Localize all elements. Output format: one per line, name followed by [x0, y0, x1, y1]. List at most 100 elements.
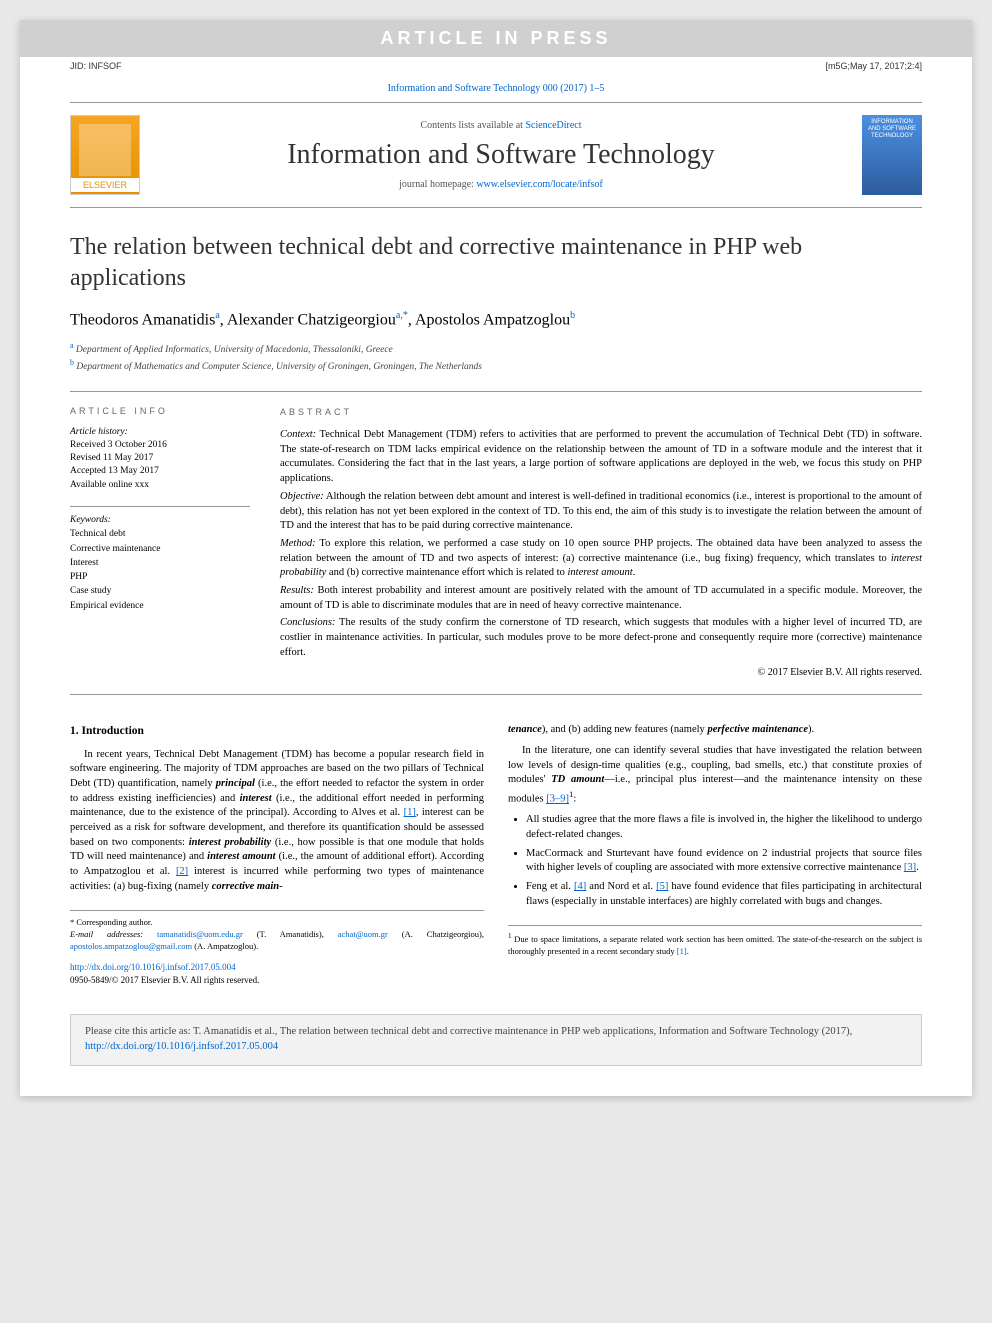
ref-2-link[interactable]: [2]	[176, 866, 188, 877]
abstract-method: Method: To explore this relation, we per…	[280, 537, 922, 581]
citation-box: Please cite this article as: T. Amanatid…	[70, 1014, 922, 1065]
b2-b: .	[916, 862, 919, 873]
ref-3-9-link[interactable]: [3–9]	[546, 794, 569, 805]
abstract-results: Results: Both interest probability and i…	[280, 584, 922, 613]
b2-a: MacCormack and Sturtevant have found evi…	[526, 848, 922, 874]
objective-text: Although the relation between debt amoun…	[280, 491, 922, 531]
keyword-0: Technical debt	[70, 527, 250, 541]
homepage-prefix: journal homepage:	[399, 179, 476, 190]
author-3-aff[interactable]: b	[570, 310, 575, 321]
fn1-end: .	[687, 946, 689, 956]
keywords-label: Keywords:	[70, 513, 250, 527]
email-2-name: (A. Chatzigeorgiou),	[388, 929, 484, 939]
citation-doi-link[interactable]: http://dx.doi.org/10.1016/j.infsof.2017.…	[85, 1041, 278, 1052]
method-it2: interest amount	[567, 567, 632, 578]
intro-paragraph-1: In recent years, Technical Debt Manageme…	[70, 748, 484, 895]
stamp: [m5G;May 17, 2017;2:4]	[825, 61, 922, 71]
article-info-column: ARTICLE INFO Article history: Received 3…	[70, 406, 250, 681]
contents-prefix: Contents lists available at	[420, 120, 525, 131]
fn1-ref-link[interactable]: [1]	[677, 946, 687, 956]
email-3-name: (A. Ampatzoglou).	[192, 941, 258, 951]
email-3-link[interactable]: apostolos.ampatzoglou@gmail.com	[70, 941, 192, 951]
email-addresses: E-mail addresses: tamanatidis@uom.edu.gr…	[70, 929, 484, 953]
abstract-heading: ABSTRACT	[280, 406, 922, 419]
section-1-heading: 1. Introduction	[70, 723, 484, 739]
email-1-name: (T. Amanatidis),	[243, 929, 338, 939]
info-abstract-row: ARTICLE INFO Article history: Received 3…	[70, 391, 922, 696]
info-divider	[70, 506, 250, 507]
jid: JID: INFSOF	[70, 61, 122, 71]
article-info-heading: ARTICLE INFO	[70, 406, 250, 416]
results-text: Both interest probability and interest a…	[280, 585, 922, 611]
context-label: Context:	[280, 429, 316, 440]
doi-block: http://dx.doi.org/10.1016/j.infsof.2017.…	[70, 961, 484, 986]
abstract-column: ABSTRACT Context: Technical Debt Managem…	[280, 406, 922, 681]
bullet-3: Feng et al. [4] and Nord et al. [5] have…	[526, 880, 922, 909]
citation-text: Please cite this article as: T. Amanatid…	[85, 1026, 852, 1037]
issn-line: 0950-5849/© 2017 Elsevier B.V. All right…	[70, 974, 484, 987]
elsevier-logo-text: ELSEVIER	[71, 178, 139, 192]
cont-tenance: tenance	[508, 724, 542, 735]
ref-1-link[interactable]: [1]	[404, 807, 416, 818]
keyword-5: Empirical evidence	[70, 599, 250, 613]
keywords-block: Keywords: Technical debt Corrective main…	[70, 513, 250, 613]
homepage-link[interactable]: www.elsevier.com/locate/infsof	[476, 179, 603, 190]
intro-paragraph-1-cont: tenance), and (b) adding new features (n…	[508, 723, 922, 738]
abstract-context: Context: Technical Debt Management (TDM)…	[280, 428, 922, 487]
journal-name: Information and Software Technology	[156, 139, 846, 171]
ref-5-link[interactable]: [5]	[656, 881, 668, 892]
body-column-left: 1. Introduction In recent years, Technic…	[70, 723, 484, 986]
body-columns: 1. Introduction In recent years, Technic…	[70, 723, 922, 986]
history-label: Article history:	[70, 426, 250, 439]
article-in-press-watermark: ARTICLE IN PRESS	[20, 20, 972, 57]
sciencedirect-link[interactable]: ScienceDirect	[525, 120, 581, 131]
ref-3-link[interactable]: [3]	[904, 862, 916, 873]
p2-c: :	[573, 794, 576, 805]
elsevier-logo[interactable]: ELSEVIER	[70, 115, 140, 195]
online-date: Available online xxx	[70, 479, 250, 492]
contents-line: Contents lists available at ScienceDirec…	[156, 120, 846, 131]
abstract-objective: Objective: Although the relation between…	[280, 490, 922, 534]
author-3: Apostolos Ampatzoglou	[415, 312, 570, 329]
method-label: Method:	[280, 538, 316, 549]
intro-paragraph-2: In the literature, one can identify seve…	[508, 744, 922, 807]
doi-link[interactable]: http://dx.doi.org/10.1016/j.infsof.2017.…	[70, 962, 236, 972]
corresponding-author-note: * Corresponding author.	[70, 917, 484, 929]
objective-label: Objective:	[280, 491, 324, 502]
term-interest-probability: interest probability	[189, 837, 271, 848]
header-bar: JID: INFSOF [m5G;May 17, 2017;2:4]	[20, 57, 972, 75]
term-interest: interest	[240, 793, 272, 804]
email-1-link[interactable]: tamanatidis@uom.edu.gr	[157, 929, 243, 939]
b3-b: and Nord et al.	[586, 881, 656, 892]
page: ARTICLE IN PRESS JID: INFSOF [m5G;May 17…	[20, 20, 972, 1096]
term-td-amount: TD amount	[551, 774, 604, 785]
conclusions-label: Conclusions:	[280, 617, 335, 628]
article-history: Article history: Received 3 October 2016…	[70, 426, 250, 492]
homepage-line: journal homepage: www.elsevier.com/locat…	[156, 179, 846, 190]
cont-3: ).	[808, 724, 814, 735]
fn1-text: Due to space limitations, a separate rel…	[508, 934, 922, 956]
copyright: © 2017 Elsevier B.V. All rights reserved…	[280, 666, 922, 680]
method-mid: and (b) corrective maintenance effort wh…	[326, 567, 567, 578]
term-principal: principal	[216, 778, 255, 789]
body-column-right: tenance), and (b) adding new features (n…	[508, 723, 922, 986]
email-2-link[interactable]: achat@uom.gr	[338, 929, 388, 939]
affiliations: a Department of Applied Informatics, Uni…	[70, 340, 922, 383]
ref-4-link[interactable]: [4]	[574, 881, 586, 892]
keyword-1: Corrective maintenance	[70, 542, 250, 556]
author-1: Theodoros Amanatidis	[70, 312, 215, 329]
cont-2: ), and (b) adding new features (namely	[542, 724, 708, 735]
journal-cover-thumb[interactable]: INFORMATION AND SOFTWARE TECHNOLOGY	[862, 115, 922, 195]
method-post: .	[633, 567, 636, 578]
keyword-4: Case study	[70, 584, 250, 598]
author-2: Alexander Chatzigeorgiou	[227, 312, 396, 329]
email-label: E-mail addresses:	[70, 929, 143, 939]
authors: Theodoros Amanatidisa, Alexander Chatzig…	[70, 310, 922, 329]
bullet-1: All studies agree that the more flaws a …	[526, 813, 922, 842]
b3-a: Feng et al.	[526, 881, 574, 892]
author-1-aff[interactable]: a	[215, 310, 219, 321]
article-title: The relation between technical debt and …	[70, 232, 922, 294]
received-date: Received 3 October 2016	[70, 439, 250, 452]
author-2-aff[interactable]: a,*	[396, 310, 408, 321]
footnotes-right: 1 Due to space limitations, a separate r…	[508, 925, 922, 958]
